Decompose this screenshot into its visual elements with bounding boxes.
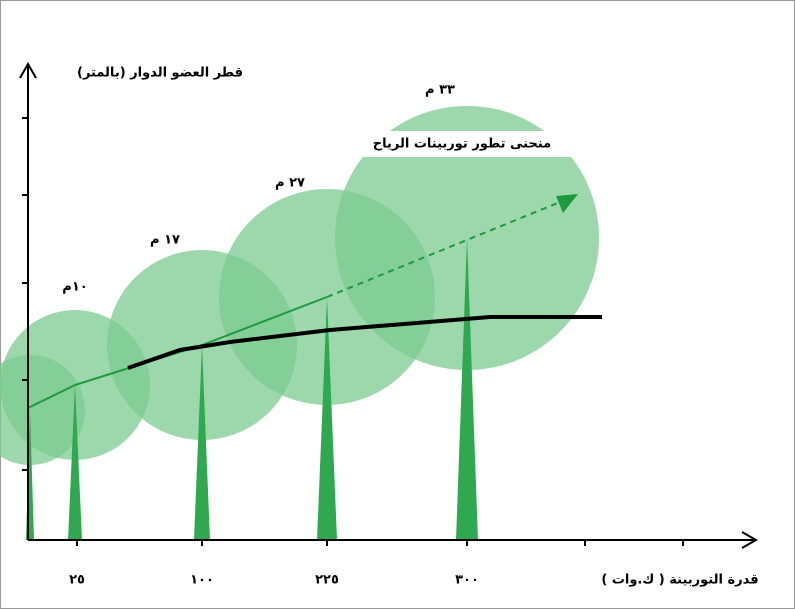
power-label: ٢٥ — [69, 573, 85, 588]
tower — [456, 238, 478, 540]
rotor-label: ٢٧ م — [275, 176, 305, 191]
annotation: منحنى تطور توربينات الرياح — [373, 137, 551, 152]
y-arrow — [19, 61, 37, 79]
tower — [317, 297, 337, 540]
rotor-label: ١٧ م — [150, 233, 180, 248]
power-label: ١٠٠ — [190, 573, 214, 588]
arrow-head — [556, 194, 578, 213]
x-arrow — [741, 531, 759, 549]
towers — [26, 238, 478, 540]
tower — [194, 345, 210, 540]
y-axis-title: قطر العضو الدوار (بالمتر) — [77, 66, 243, 81]
power-label: ٣٠٠ — [455, 573, 479, 588]
growth-line-dashed — [326, 199, 566, 298]
annotation-box — [352, 131, 572, 157]
rotor-label: ٣٣ م — [425, 83, 455, 98]
rotor-label: ١٠م — [62, 280, 87, 295]
power-curve — [127, 315, 602, 370]
x-axis-title: قدرة التوربينة ( ك.وات ) — [601, 573, 758, 588]
power-label: ٢٢٥ — [315, 573, 339, 588]
tower — [68, 385, 82, 540]
axes — [19, 61, 759, 549]
